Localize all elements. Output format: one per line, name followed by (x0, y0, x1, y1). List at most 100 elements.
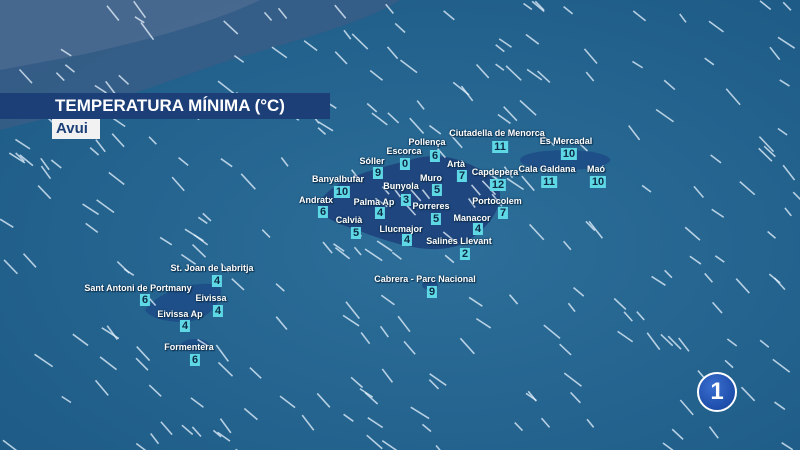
wind-arrow (758, 147, 773, 162)
wind-arrow (379, 325, 389, 338)
wind-arrow (777, 127, 788, 136)
wind-arrow (664, 269, 673, 279)
wind-arrow (421, 189, 431, 200)
station-name: Maó (587, 164, 605, 174)
wind-arrow (212, 429, 222, 438)
station-name: Bunyola (383, 181, 419, 191)
wind-arrow (531, 0, 545, 13)
wind-arrow (345, 301, 360, 320)
wind-arrow (180, 253, 197, 265)
wind-arrow (468, 296, 483, 307)
station-temperature: 4 (179, 320, 191, 332)
wind-arrow (567, 302, 576, 313)
wind-arrow (538, 132, 555, 147)
wind-arrow (390, 184, 402, 198)
wind-arrow (303, 40, 318, 52)
wind-arrow (380, 294, 395, 306)
wind-arrow (663, 79, 676, 91)
wind-arrow (442, 231, 459, 245)
wind-arrow (563, 372, 582, 387)
wind-arrow (381, 186, 390, 195)
wind-arrow (428, 379, 440, 390)
wind-arrow (710, 154, 722, 164)
wind-arrow (350, 376, 364, 389)
wind-arrow (481, 180, 497, 196)
wind-arrow (495, 44, 505, 53)
wind-arrow (588, 220, 604, 239)
wind-arrow (134, 16, 145, 24)
station-temperature: 10 (560, 148, 578, 160)
wind-arrow (651, 275, 666, 287)
wind-arrow (37, 184, 52, 200)
wind-arrow (275, 316, 288, 331)
wind-arrow (617, 330, 634, 343)
station-temperature: 11 (492, 141, 508, 153)
wind-arrow (240, 173, 256, 190)
wind-arrow (711, 301, 723, 314)
wind-arrow (231, 278, 245, 291)
wind-arrow (573, 287, 585, 297)
wind-arrow (133, 0, 147, 19)
wind-arrow (623, 311, 633, 322)
wind-arrow (342, 314, 360, 327)
wind-arrow (123, 268, 135, 276)
station-temperature: 6 (139, 294, 151, 306)
wind-arrow (0, 218, 14, 229)
station-temperature: 6 (317, 206, 329, 218)
wind-arrow (381, 368, 394, 383)
wind-arrow (55, 72, 65, 82)
station-name: Escorca (386, 146, 422, 156)
wind-arrow (371, 112, 388, 126)
island-menorca (520, 150, 610, 170)
wind-arrow (135, 357, 149, 371)
wind-arrow (343, 29, 352, 40)
wind-arrow (351, 33, 369, 50)
wind-arrow (217, 80, 235, 95)
wind-arrow (514, 422, 524, 432)
wind-arrow (525, 392, 537, 402)
wind-arrow (397, 315, 411, 333)
wind-arrow (613, 297, 627, 311)
station-name: Pollença (408, 137, 446, 147)
wind-arrow (220, 158, 233, 168)
station-name: Ciutadella de Menorca (449, 128, 545, 138)
wind-arrow (108, 171, 125, 186)
wind-arrow (559, 343, 572, 356)
wind-arrow (279, 395, 296, 409)
wind-arrow (350, 169, 363, 184)
wind-arrow (537, 70, 551, 84)
wind-arrow (60, 48, 72, 57)
wind-arrow (391, 251, 402, 260)
wind-arrow (150, 433, 160, 445)
wind-arrow (503, 106, 518, 122)
wind-arrow (387, 112, 400, 124)
station-temperature: 6 (429, 150, 441, 162)
station-name: Banyalbufar (311, 174, 365, 184)
wind-arrow (579, 143, 589, 152)
station-name: Eivissa Ap (157, 309, 203, 319)
wind-arrow (106, 325, 118, 340)
wind-arrow (94, 84, 107, 94)
wind-arrow (782, 1, 792, 11)
wind-arrow (714, 255, 725, 263)
wind-arrow (711, 208, 725, 218)
wind-arrow (334, 247, 351, 260)
wind-arrow (381, 440, 398, 450)
wind-arrow (334, 4, 347, 19)
wind-arrow (394, 22, 406, 34)
wind-arrow (421, 423, 432, 433)
station-temperature: 5 (350, 227, 362, 239)
station-name: Formentera (164, 342, 214, 352)
wind-arrow (529, 223, 545, 241)
wind-arrow (202, 212, 212, 222)
station-name: Cabrera - Parc Nacional (374, 274, 476, 284)
wind-arrow (628, 125, 641, 141)
station-temperature: 5 (430, 213, 442, 225)
wind-arrow (540, 417, 551, 428)
wind-arrow (655, 108, 675, 123)
wind-arrow (503, 166, 514, 179)
wind-arrow (64, 64, 76, 73)
wind-arrow (386, 46, 399, 60)
station-temperature: 4 (401, 234, 413, 246)
wind-arrow (366, 434, 383, 450)
